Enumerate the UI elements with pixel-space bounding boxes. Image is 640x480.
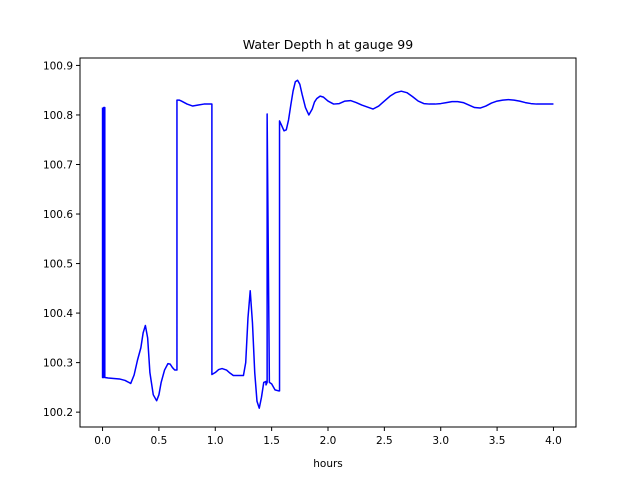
x-tick-label: 1.0 [207, 435, 224, 447]
x-tick-label: 1.5 [263, 435, 280, 447]
x-axis-label: hours [313, 458, 343, 470]
x-tick-label: 0.5 [151, 435, 168, 447]
y-tick-label: 100.5 [43, 259, 73, 271]
y-tick-label: 100.9 [43, 60, 73, 72]
y-tick-label: 100.2 [43, 407, 73, 419]
y-tick-label: 100.3 [43, 358, 73, 370]
x-tick-label: 3.0 [432, 435, 449, 447]
plot-area [101, 79, 554, 409]
x-tick-label: 4.0 [545, 435, 562, 447]
axes-frame [79, 57, 577, 428]
chart-title: Water Depth h at gauge 99 [243, 37, 413, 52]
x-tick-label: 2.5 [376, 435, 393, 447]
x-axis: 0.0 0.5 1.0 1.5 2.0 2.5 3.0 3.5 4.0 [94, 427, 562, 447]
x-tick-label: 3.5 [489, 435, 506, 447]
y-tick-label: 100.4 [43, 308, 73, 320]
y-tick-label: 100.6 [43, 209, 73, 221]
y-axis: 100.2 100.3 100.4 100.5 100.6 100.7 100.8 100.9 [43, 60, 80, 419]
series-line-0 [101, 79, 554, 409]
y-tick-label: 100.7 [43, 159, 73, 171]
x-tick-label: 2.0 [320, 435, 337, 447]
y-tick-label: 100.8 [43, 110, 73, 122]
x-tick-label: 0.0 [94, 435, 111, 447]
